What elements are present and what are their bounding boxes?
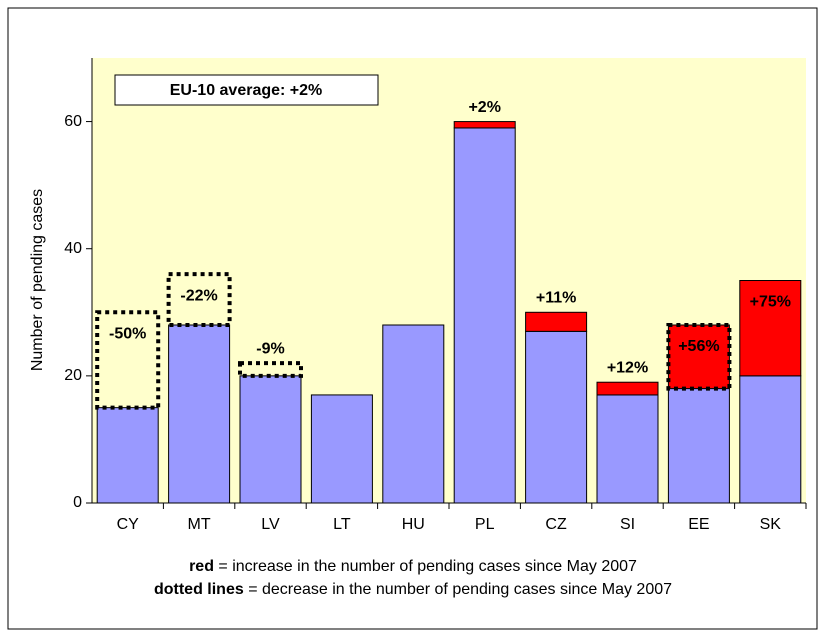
bar-label: +56% [678,338,719,355]
x-tick-label: MT [188,516,211,533]
footnote-key: dotted lines [154,581,244,598]
bar [168,324,231,504]
bar-increase [453,121,516,129]
x-tick-label: EE [688,516,709,533]
bar-increase [525,311,588,332]
y-tick-label: 20 [64,367,82,384]
x-tick-label: CY [117,516,140,533]
bar [525,330,588,504]
bar [239,375,302,504]
annotation-box [114,74,379,106]
bar-decrease [95,310,161,410]
y-tick-label: 40 [64,240,82,257]
x-tick-label: SI [620,516,635,533]
footnote-text: = decrease in the number of pending case… [244,581,672,598]
bar-label: +2% [468,99,500,116]
bar [453,127,516,504]
x-tick-label: SK [760,516,782,533]
footnote: dotted lines = decrease in the number of… [154,581,672,598]
x-tick-label: CZ [545,516,567,533]
bar [96,407,159,504]
bar-label: -50% [109,326,146,343]
bar-label: -22% [180,287,217,304]
footnote-text: = increase in the number of pending case… [214,558,637,575]
bar-label: +11% [536,290,576,307]
bar-increase [667,324,730,390]
bar-increase [596,381,659,396]
bar-label: +12% [607,359,648,376]
x-tick-label: PL [475,516,495,533]
footnote: red = increase in the number of pending … [189,558,637,575]
bar [739,375,802,504]
bar-label: +75% [750,294,791,311]
y-tick-label: 0 [73,494,82,511]
footnote-key: red [189,558,214,575]
bar [310,394,373,504]
x-tick-label: LV [261,516,280,533]
bar [382,324,445,504]
x-tick-label: HU [402,516,425,533]
x-tick-label: LT [333,516,351,533]
annotation: EU-10 average: +2% [170,82,323,99]
bar [667,388,730,504]
y-tick-label: 60 [64,113,82,130]
bar [596,394,659,504]
bar-label: -9% [256,340,284,357]
bar-decrease [666,323,732,391]
bar-increase [739,280,802,377]
bar-decrease [238,361,303,378]
y-axis-label: Number of pending cases [29,189,46,371]
